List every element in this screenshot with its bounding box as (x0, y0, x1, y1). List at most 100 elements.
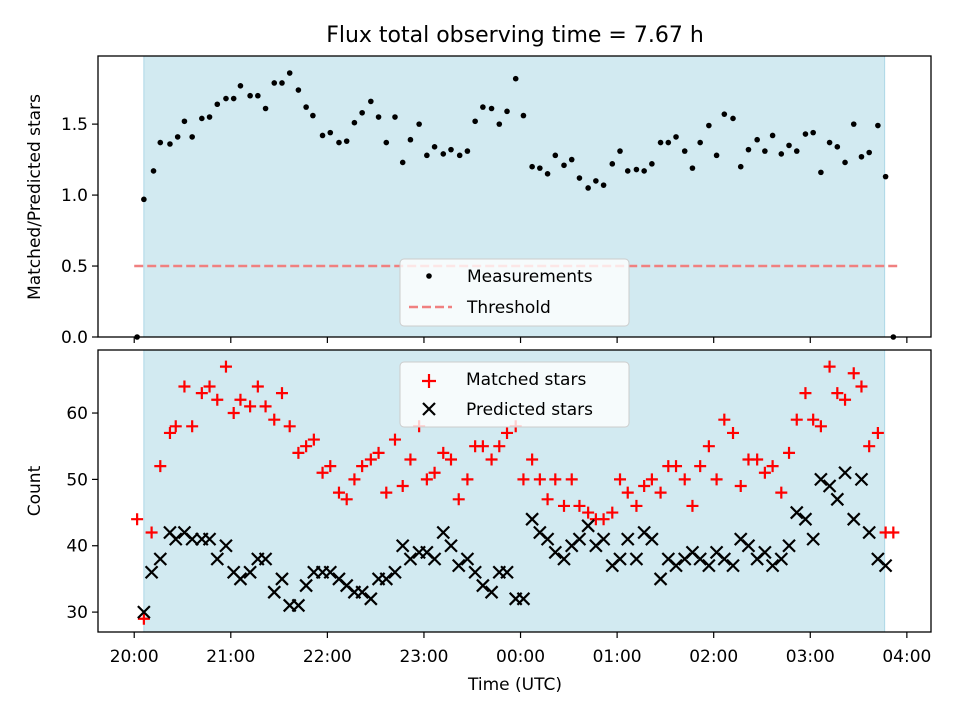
measurement-point (769, 132, 776, 139)
matched-star-point (645, 473, 658, 486)
predicted-star-point (620, 532, 635, 546)
predicted-star-point (476, 578, 490, 593)
measurement-point (617, 148, 623, 154)
y-tick-label: 0.0 (61, 328, 88, 348)
measurement-point (561, 162, 567, 169)
measurement-point (504, 108, 510, 115)
measurement-point (271, 80, 278, 86)
predicted-star-point (153, 552, 168, 566)
measurement-point (689, 165, 696, 171)
matched-star-point (396, 480, 409, 493)
measurement-point (310, 112, 316, 119)
predicted-star-point (814, 472, 828, 487)
matched-star-point (452, 493, 465, 506)
matched-star-point (420, 473, 433, 486)
matched-star-point (783, 446, 796, 459)
measurement-point (359, 109, 365, 116)
matched-star-point (855, 380, 868, 393)
predicted-star-point (789, 505, 804, 520)
matched-star-point (211, 393, 224, 406)
matched-star-point (678, 473, 691, 486)
matched-star-point (292, 446, 305, 459)
matched-star-point (364, 453, 377, 466)
matched-star-point (372, 446, 385, 459)
matched-star-point (340, 493, 353, 506)
measurement-point (713, 152, 720, 159)
matched-star-point (348, 473, 361, 486)
legend-measurements-marker (426, 273, 432, 279)
measurement-point (199, 115, 205, 122)
top-x-ticks (133, 337, 908, 343)
measurement-point (255, 92, 261, 99)
measurement-point (544, 170, 551, 177)
predicted-star-point (500, 565, 514, 580)
measurements-points (134, 70, 897, 340)
measurement-point (826, 139, 833, 146)
matched-star-point (549, 473, 562, 486)
predicted-star-point (379, 572, 394, 586)
matched-star-point (807, 413, 820, 426)
matched-star-point (227, 407, 240, 420)
matched-star-point (244, 400, 257, 413)
measurement-point (150, 168, 157, 174)
measurement-point (552, 152, 559, 159)
legend-predicted-marker (422, 402, 436, 416)
predicted-star-point (291, 598, 306, 613)
top-panel: 0.0 0.5 1.0 1.5 Matched/Predicted stars Mea… (25, 55, 932, 348)
predicted-star-point (202, 532, 217, 546)
measurement-point (537, 165, 543, 171)
matched-star-point (775, 486, 788, 499)
matched-star-point (356, 460, 369, 473)
matched-star-point (316, 466, 329, 479)
predicted-star-point (798, 512, 813, 526)
measurement-point (673, 134, 679, 140)
top-y-axis-label: Matched/Predicted stars (25, 94, 45, 300)
matched-star-point (163, 426, 176, 439)
matched-star-point (630, 499, 643, 512)
matched-star-point (154, 460, 167, 473)
measurement-point (529, 163, 535, 170)
predicted-star-point (444, 538, 458, 553)
measurement-point (286, 70, 293, 76)
predicted-star-point (758, 545, 772, 560)
matched-star-point (324, 460, 337, 473)
legend-threshold-label: Threshold (466, 298, 551, 318)
bottom-y-axis-label: Count (25, 465, 45, 516)
predicted-star-point (782, 538, 796, 553)
measurement-point (633, 166, 640, 173)
matched-star-point (307, 433, 320, 446)
matched-star-point (790, 413, 803, 426)
matched-star-point (380, 486, 393, 499)
measurement-point (399, 159, 406, 166)
measurement-point (754, 136, 760, 143)
predicted-star-point (613, 552, 627, 566)
y-tick-label: 40 (66, 537, 88, 557)
measurement-point (167, 141, 173, 147)
measurement-point (431, 144, 438, 150)
measurement-point (778, 151, 785, 157)
measurement-point (875, 122, 881, 129)
measurement-point (568, 156, 575, 163)
predicted-star-point (484, 585, 499, 599)
matched-star-point (557, 499, 570, 512)
predicted-star-point (830, 492, 845, 507)
x-tick-label: 04:00 (882, 647, 931, 667)
measurement-point (858, 153, 865, 160)
predicted-star-point (210, 552, 225, 566)
bottom-panel: 30 40 50 60 20:00 21:00 22:00 23:00 00:00 01:00 0… (25, 349, 932, 695)
matched-star-point (582, 506, 595, 519)
measurement-point (392, 114, 398, 120)
measurement-point (520, 112, 527, 119)
predicted-star-point (774, 552, 789, 566)
predicted-star-point (741, 538, 756, 553)
x-tick-label: 23:00 (399, 647, 448, 667)
predicted-star-point (516, 592, 531, 606)
measurement-point (295, 87, 302, 93)
matched-star-point (493, 440, 506, 453)
predicted-star-point (557, 552, 571, 566)
predicted-star-point (653, 572, 668, 586)
predicted-star-point (806, 532, 820, 546)
y-tick-label: 60 (66, 404, 88, 424)
measurement-point (818, 169, 824, 176)
measurement-point (585, 185, 591, 191)
